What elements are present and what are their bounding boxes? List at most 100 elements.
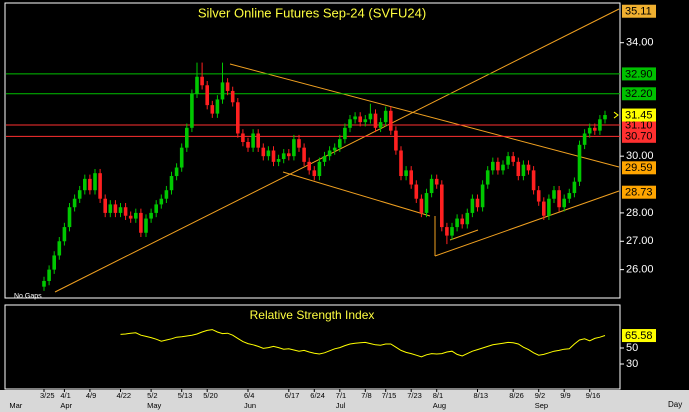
candle-body — [470, 198, 475, 213]
candle-body — [404, 170, 408, 177]
price-label: 28.73 — [625, 187, 653, 199]
candle-body — [338, 139, 342, 148]
x-tick-label: 9/2 — [535, 391, 545, 400]
y-tick-label: 30.00 — [626, 150, 654, 162]
candle-body — [103, 198, 107, 213]
candle-body — [205, 85, 209, 106]
candle-body — [108, 204, 113, 213]
candle-body — [67, 207, 72, 228]
candle-body — [297, 139, 301, 148]
candle-body — [271, 150, 276, 162]
candle-body — [83, 178, 87, 191]
candle-body — [394, 130, 398, 151]
x-tick-label: 8/26 — [509, 391, 524, 400]
candle-body — [491, 161, 495, 171]
candle-body — [195, 76, 199, 94]
rsi-title: Relative Strength Index — [250, 308, 375, 322]
candle-body — [480, 184, 485, 208]
candle-body — [52, 255, 56, 270]
x-tick-label: 9/16 — [586, 391, 601, 400]
candle-body — [434, 178, 439, 185]
candle-body — [42, 280, 46, 287]
x-axis-label: Day — [668, 400, 682, 409]
candle-body — [281, 153, 286, 160]
candle-body — [440, 184, 444, 228]
y-tick-label: 28.00 — [626, 207, 654, 219]
candle-body — [378, 122, 383, 128]
y-tick-label: 27.00 — [626, 235, 654, 247]
candle-body — [246, 141, 250, 148]
candle-body — [373, 113, 378, 128]
x-tick-label: 5/20 — [203, 391, 218, 400]
candle-body — [185, 127, 189, 148]
candle-body — [572, 181, 577, 194]
candle-body — [598, 119, 602, 131]
candle-body — [292, 139, 296, 157]
candle-body — [159, 198, 164, 205]
candle-body — [455, 218, 459, 228]
price-label-box — [622, 4, 656, 18]
candle-body — [542, 201, 546, 216]
candle-body — [77, 190, 82, 199]
candle-body — [531, 170, 536, 191]
rsi-tick-label: 50 — [626, 342, 638, 354]
price-label: 35.11 — [625, 6, 652, 18]
price-label: 31.10 — [625, 119, 653, 131]
x-tick-label: 5/2 — [147, 391, 157, 400]
candle-body — [149, 212, 153, 219]
candle-body — [593, 127, 597, 131]
candle-body — [587, 127, 592, 134]
candle-body — [47, 269, 51, 281]
last-price-box — [622, 108, 656, 122]
candle-body — [154, 204, 158, 213]
candle-body — [128, 215, 133, 219]
candle-body — [113, 204, 118, 213]
y-tick-label: 34.00 — [626, 37, 654, 49]
candle-body — [169, 176, 174, 191]
candle-body — [450, 227, 454, 236]
candle-body — [93, 173, 97, 191]
candle-body — [445, 227, 449, 236]
candle-body — [190, 93, 194, 128]
trend-line — [449, 229, 479, 241]
candle-body — [123, 207, 128, 216]
candle-body — [220, 82, 225, 100]
x-tick-label: 8/13 — [474, 391, 489, 400]
candle-body — [485, 170, 490, 185]
last-price-label: 31.45 — [625, 109, 653, 121]
trend-line — [54, 8, 620, 293]
candle-body — [327, 150, 332, 157]
candle-body — [353, 116, 357, 120]
month-label: Sep — [535, 401, 548, 410]
month-label: Jun — [244, 401, 256, 410]
candle-body — [287, 153, 291, 157]
trend-lines — [54, 8, 620, 293]
x-tick-label: 6/17 — [285, 391, 300, 400]
candle-body — [343, 127, 347, 140]
candle-body — [307, 161, 311, 171]
date-strip — [0, 390, 689, 412]
candle-body — [179, 147, 184, 168]
candle-body — [251, 133, 255, 148]
candle-body — [302, 147, 306, 162]
candle-body — [414, 184, 419, 199]
candle-body — [139, 212, 143, 233]
x-tick-label: 4/22 — [117, 391, 132, 400]
x-tick-label: 4/1 — [60, 391, 70, 400]
candle-body — [521, 164, 526, 177]
annotation: No Gaps — [14, 293, 42, 300]
candle-body — [368, 113, 373, 120]
candle-body — [236, 102, 240, 134]
candle-body — [332, 147, 337, 151]
x-tick-label: 3/25 — [40, 391, 55, 400]
candle-body — [88, 178, 92, 191]
price-label-box — [622, 67, 656, 81]
month-label: Aug — [433, 401, 446, 410]
candle-body — [496, 161, 500, 171]
candle-body — [516, 161, 521, 177]
price-label: 32.20 — [625, 88, 653, 100]
candle-body — [256, 133, 260, 148]
price-label-box — [622, 161, 656, 175]
trend-line — [282, 171, 431, 217]
candle-body — [266, 150, 271, 157]
